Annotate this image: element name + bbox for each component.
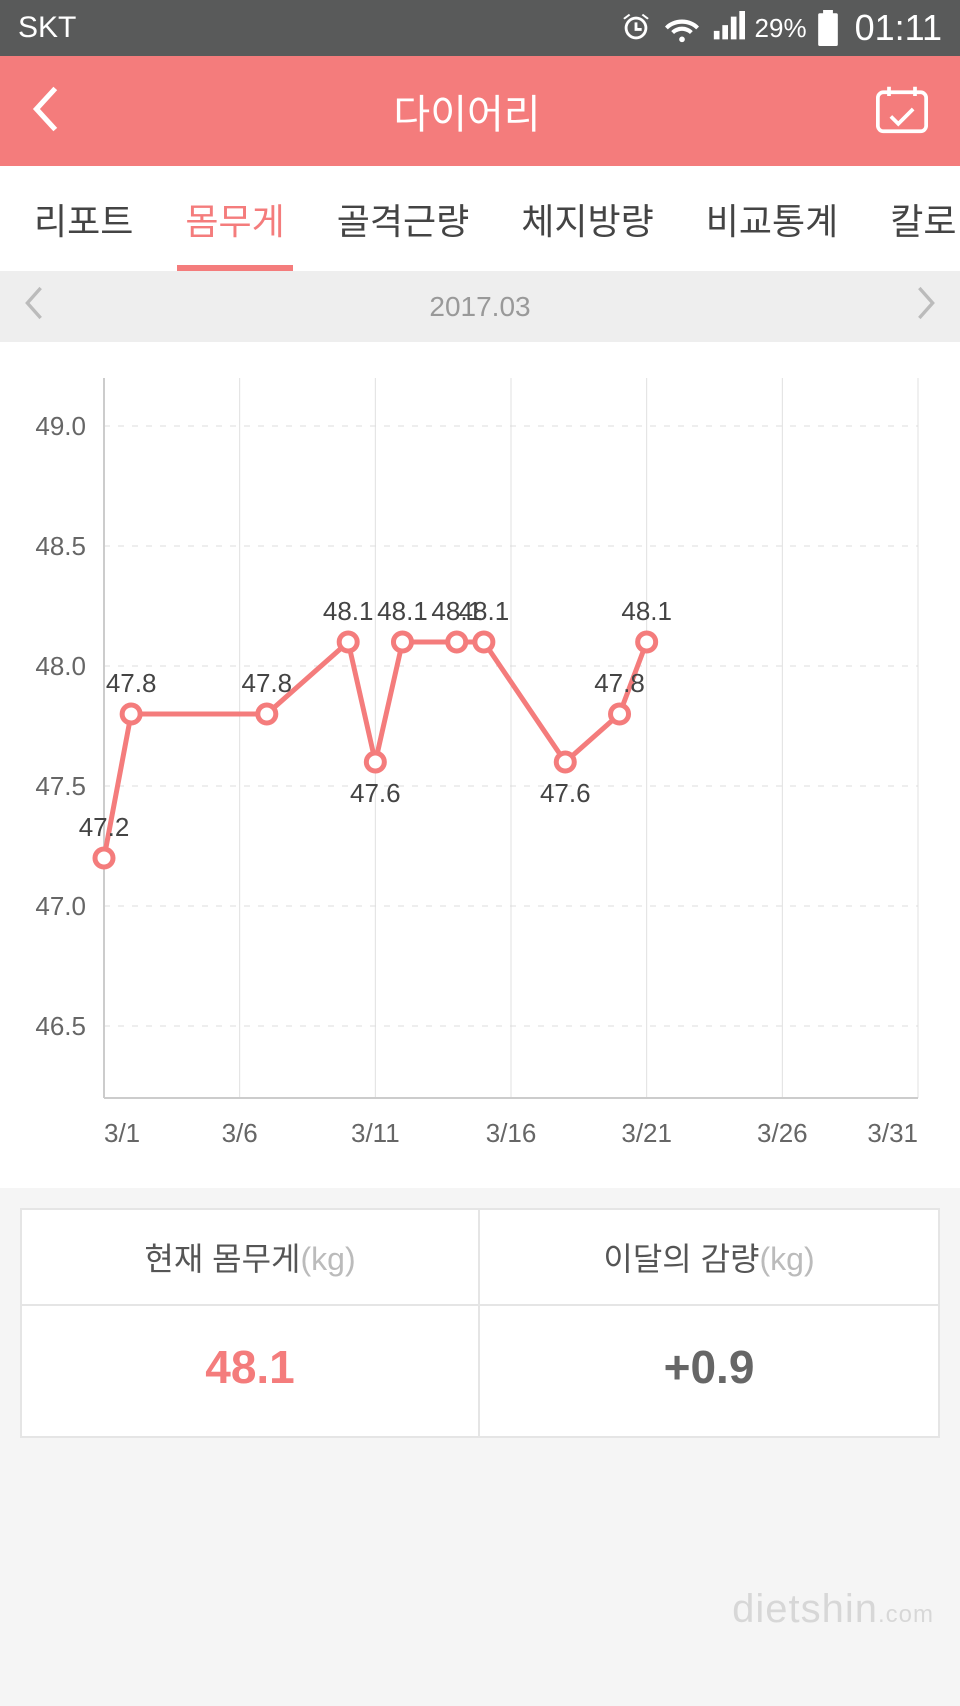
- wifi-icon: [663, 11, 701, 45]
- current-weight-unit: (kg): [300, 1241, 355, 1277]
- svg-text:47.6: 47.6: [540, 778, 591, 808]
- tab-1[interactable]: 몸무게: [159, 166, 310, 271]
- page-title: 다이어리: [393, 82, 540, 140]
- svg-text:47.8: 47.8: [106, 668, 157, 698]
- svg-text:3/26: 3/26: [757, 1118, 808, 1148]
- svg-text:46.5: 46.5: [35, 1011, 86, 1041]
- battery-percent: 29%: [755, 13, 807, 44]
- calendar-check-icon: [874, 83, 930, 135]
- chevron-left-icon: [24, 286, 44, 320]
- current-weight-value: 48.1: [22, 1306, 480, 1436]
- svg-text:48.5: 48.5: [35, 531, 86, 561]
- watermark: dietshin.com: [732, 1587, 934, 1632]
- svg-text:3/11: 3/11: [351, 1118, 400, 1148]
- month-label: 2017.03: [429, 291, 530, 323]
- svg-text:48.1: 48.1: [377, 596, 428, 626]
- svg-text:3/1: 3/1: [104, 1118, 140, 1148]
- current-weight-header: 현재 몸무게(kg): [22, 1210, 480, 1306]
- app-header: 다이어리: [0, 56, 960, 166]
- chevron-left-icon: [30, 85, 60, 133]
- signal-icon: [711, 11, 745, 45]
- svg-text:3/31: 3/31: [867, 1118, 918, 1148]
- status-bar: SKT 29% 01:11: [0, 0, 960, 56]
- current-weight-label: 현재 몸무게: [144, 1241, 300, 1277]
- tab-3[interactable]: 체지방량: [495, 166, 679, 271]
- month-next-button[interactable]: [916, 286, 936, 329]
- svg-text:47.2: 47.2: [79, 812, 130, 842]
- back-button[interactable]: [30, 85, 60, 138]
- svg-text:48.1: 48.1: [459, 596, 510, 626]
- carrier-label: SKT: [18, 11, 76, 45]
- watermark-domain: .com: [878, 1601, 934, 1628]
- tab-bar: 리포트몸무게골격근량체지방량비교통계칼로: [0, 166, 960, 272]
- weight-chart: 46.5 47.0 47.5 48.0 48.5 49.0 3/1 3/6 3/11 3/16 3/…: [0, 342, 960, 1188]
- calendar-button[interactable]: [874, 83, 930, 140]
- monthly-delta-value: +0.9: [480, 1306, 938, 1436]
- svg-text:47.5: 47.5: [35, 771, 86, 801]
- summary-table: 현재 몸무게(kg) 이달의 감량(kg) 48.1 +0.9: [20, 1208, 940, 1438]
- svg-text:48.1: 48.1: [621, 596, 672, 626]
- weight-chart-svg: 46.5 47.0 47.5 48.0 48.5 49.0 3/1 3/6 3/11 3/16 3/…: [8, 358, 928, 1178]
- svg-text:48.1: 48.1: [323, 596, 374, 626]
- tab-5[interactable]: 칼로: [864, 166, 960, 271]
- status-right: 29% 01:11: [619, 7, 942, 49]
- watermark-text: dietshin: [732, 1587, 878, 1631]
- monthly-delta-unit: (kg): [759, 1241, 814, 1277]
- svg-text:3/21: 3/21: [621, 1118, 672, 1148]
- svg-text:3/6: 3/6: [222, 1118, 258, 1148]
- clock-label: 01:11: [855, 7, 942, 49]
- tab-4[interactable]: 비교통계: [680, 166, 864, 271]
- svg-text:48.0: 48.0: [35, 651, 86, 681]
- month-prev-button[interactable]: [24, 286, 44, 329]
- svg-text:47.0: 47.0: [35, 891, 86, 921]
- alarm-icon: [619, 11, 653, 45]
- svg-text:3/16: 3/16: [486, 1118, 537, 1148]
- svg-text:47.8: 47.8: [241, 668, 292, 698]
- svg-text:47.6: 47.6: [350, 778, 401, 808]
- tab-2[interactable]: 골격근량: [311, 166, 495, 271]
- svg-text:47.8: 47.8: [594, 668, 645, 698]
- svg-text:49.0: 49.0: [35, 411, 86, 441]
- tab-0[interactable]: 리포트: [8, 166, 159, 271]
- month-nav: 2017.03: [0, 272, 960, 342]
- chevron-right-icon: [916, 286, 936, 320]
- battery-icon: [817, 10, 839, 46]
- monthly-delta-label: 이달의 감량: [603, 1241, 759, 1277]
- monthly-delta-header: 이달의 감량(kg): [480, 1210, 938, 1306]
